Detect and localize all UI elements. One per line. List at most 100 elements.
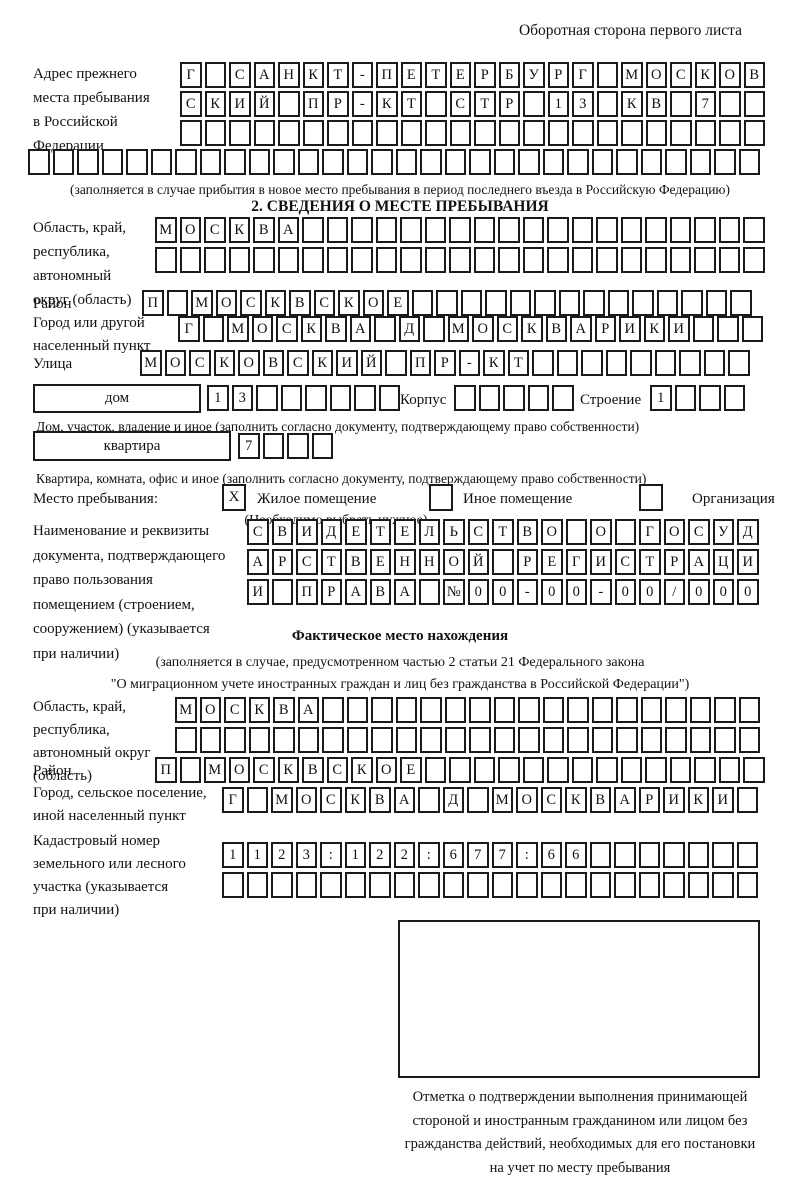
char-cell[interactable]: С bbox=[320, 787, 342, 813]
char-cell[interactable]: П bbox=[376, 62, 398, 88]
char-cell[interactable]: К bbox=[311, 350, 333, 376]
char-cell[interactable] bbox=[571, 757, 593, 783]
char-cell[interactable]: К bbox=[344, 787, 366, 813]
char-cell[interactable]: М bbox=[140, 350, 162, 376]
checkbox-inoe[interactable] bbox=[429, 484, 453, 511]
char-cell[interactable] bbox=[694, 757, 716, 783]
char-cell[interactable] bbox=[473, 757, 495, 783]
char-cell[interactable] bbox=[728, 350, 750, 376]
char-cell[interactable]: 3 bbox=[231, 385, 253, 411]
char-cell[interactable]: Т bbox=[492, 519, 514, 545]
char-cell[interactable]: 2 bbox=[271, 842, 293, 868]
char-cell[interactable]: С bbox=[296, 549, 318, 575]
char-cell[interactable] bbox=[175, 727, 197, 753]
char-cell[interactable] bbox=[351, 217, 373, 243]
char-cell[interactable] bbox=[166, 290, 188, 316]
char-cell[interactable] bbox=[52, 149, 74, 175]
char-cell[interactable] bbox=[478, 385, 500, 411]
char-cell[interactable] bbox=[491, 872, 513, 898]
char-cell[interactable] bbox=[687, 872, 709, 898]
char-cell[interactable] bbox=[558, 290, 580, 316]
char-cell[interactable] bbox=[670, 120, 692, 146]
char-cell[interactable] bbox=[522, 757, 544, 783]
char-cell[interactable]: М bbox=[447, 316, 469, 342]
char-cell[interactable] bbox=[246, 787, 268, 813]
char-cell[interactable] bbox=[518, 697, 540, 723]
char-cell[interactable]: О bbox=[295, 787, 317, 813]
char-cell[interactable]: Н bbox=[394, 549, 416, 575]
char-cell[interactable] bbox=[738, 697, 760, 723]
char-cell[interactable]: С bbox=[614, 549, 636, 575]
char-cell[interactable] bbox=[556, 350, 578, 376]
char-cell[interactable] bbox=[411, 290, 433, 316]
char-cell[interactable] bbox=[645, 217, 667, 243]
char-cell[interactable]: П bbox=[409, 350, 431, 376]
char-cell[interactable]: С bbox=[670, 62, 692, 88]
char-cell[interactable] bbox=[28, 149, 50, 175]
char-cell[interactable] bbox=[297, 727, 319, 753]
char-cell[interactable]: К bbox=[228, 217, 250, 243]
char-cell[interactable] bbox=[547, 757, 569, 783]
char-cell[interactable] bbox=[393, 872, 415, 898]
char-cell[interactable] bbox=[663, 872, 685, 898]
char-cell[interactable]: Р bbox=[594, 316, 616, 342]
char-cell[interactable]: К bbox=[302, 62, 324, 88]
char-cell[interactable]: 6 bbox=[565, 842, 587, 868]
char-cell[interactable]: Е bbox=[387, 290, 409, 316]
char-cell[interactable] bbox=[436, 290, 458, 316]
char-cell[interactable] bbox=[596, 217, 618, 243]
char-cell[interactable] bbox=[425, 120, 447, 146]
char-cell[interactable]: Р bbox=[271, 549, 293, 575]
char-cell[interactable]: С bbox=[247, 519, 269, 545]
char-cell[interactable]: Ц bbox=[712, 549, 734, 575]
char-cell[interactable]: К bbox=[248, 697, 270, 723]
char-cell[interactable] bbox=[714, 697, 736, 723]
char-cell[interactable]: - bbox=[590, 579, 612, 605]
char-cell[interactable]: А bbox=[393, 787, 415, 813]
char-cell[interactable]: Й bbox=[253, 91, 275, 117]
char-cell[interactable]: В bbox=[253, 217, 275, 243]
checkbox-organizatsiya[interactable] bbox=[639, 484, 663, 511]
char-cell[interactable] bbox=[572, 120, 594, 146]
char-cell[interactable] bbox=[351, 247, 373, 273]
char-cell[interactable]: В bbox=[345, 549, 367, 575]
char-cell[interactable] bbox=[703, 350, 725, 376]
char-cell[interactable]: : bbox=[516, 842, 538, 868]
char-cell[interactable]: П bbox=[302, 91, 324, 117]
char-cell[interactable]: К bbox=[300, 316, 322, 342]
char-cell[interactable]: О bbox=[590, 519, 612, 545]
char-cell[interactable] bbox=[326, 247, 348, 273]
char-cell[interactable]: Т bbox=[369, 519, 391, 545]
char-cell[interactable] bbox=[395, 149, 417, 175]
char-cell[interactable]: 0 bbox=[639, 579, 661, 605]
char-cell[interactable] bbox=[444, 727, 466, 753]
char-cell[interactable] bbox=[694, 217, 716, 243]
char-cell[interactable]: С bbox=[540, 787, 562, 813]
char-cell[interactable]: К bbox=[565, 787, 587, 813]
char-cell[interactable] bbox=[302, 217, 324, 243]
char-cell[interactable] bbox=[607, 290, 629, 316]
char-cell[interactable]: 2 bbox=[393, 842, 415, 868]
char-cell[interactable]: А bbox=[688, 549, 710, 575]
char-cell[interactable]: О bbox=[199, 697, 221, 723]
char-cell[interactable] bbox=[420, 697, 442, 723]
char-cell[interactable]: Р bbox=[638, 787, 660, 813]
char-cell[interactable] bbox=[547, 120, 569, 146]
char-cell[interactable]: П bbox=[296, 579, 318, 605]
char-cell[interactable] bbox=[493, 149, 515, 175]
char-cell[interactable]: В bbox=[302, 757, 324, 783]
char-cell[interactable]: 6 bbox=[442, 842, 464, 868]
char-cell[interactable]: А bbox=[345, 579, 367, 605]
char-cell[interactable]: В bbox=[273, 697, 295, 723]
char-cell[interactable] bbox=[540, 872, 562, 898]
char-cell[interactable] bbox=[175, 149, 197, 175]
char-cell[interactable]: И bbox=[668, 316, 690, 342]
char-cell[interactable] bbox=[694, 247, 716, 273]
char-cell[interactable] bbox=[736, 787, 758, 813]
char-cell[interactable] bbox=[311, 433, 333, 459]
char-cell[interactable] bbox=[743, 120, 765, 146]
char-cell[interactable]: К bbox=[483, 350, 505, 376]
char-cell[interactable]: К bbox=[338, 290, 360, 316]
char-cell[interactable]: 1 bbox=[650, 385, 672, 411]
char-cell[interactable]: Е bbox=[400, 62, 422, 88]
